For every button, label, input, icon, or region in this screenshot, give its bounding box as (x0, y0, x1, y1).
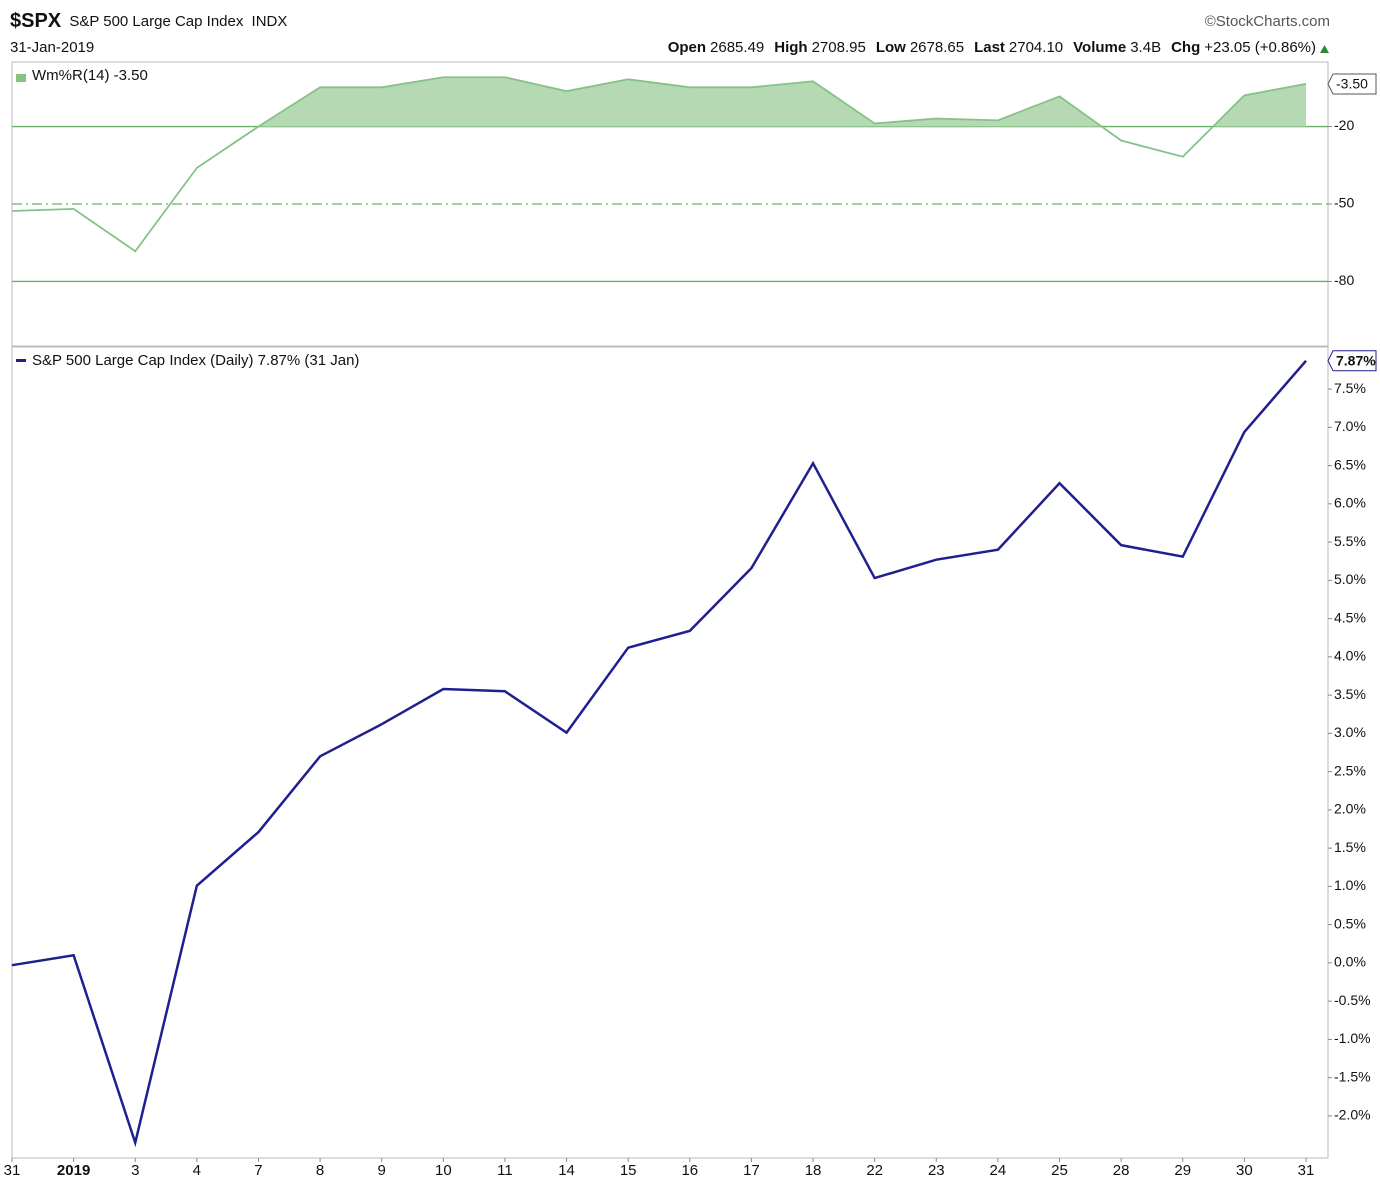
stat-label: Last (974, 39, 1005, 56)
x-tick-label: 2019 (57, 1162, 90, 1179)
legend-swatch (16, 74, 26, 82)
y-tick-label: 7.0% (1334, 418, 1366, 434)
y-tick-label: 2.5% (1334, 762, 1366, 778)
x-tick-label: 23 (928, 1162, 945, 1179)
x-tick-label: 14 (558, 1162, 575, 1179)
series-line (11, 76, 1307, 253)
y-tick-label: 1.5% (1334, 839, 1366, 855)
x-tick-label: 22 (866, 1162, 883, 1179)
symbol: $SPX (10, 10, 62, 32)
y-tick-label: 3.5% (1334, 686, 1366, 702)
y-tick-label: 5.0% (1334, 571, 1366, 587)
stat-value: 3.4B (1130, 39, 1161, 56)
exchange: INDX (252, 13, 288, 30)
x-tick-label: 24 (990, 1162, 1007, 1179)
x-tick-label: 18 (805, 1162, 822, 1179)
y-tick-label: -80 (1334, 272, 1354, 288)
x-tick-label: 9 (378, 1162, 386, 1179)
last-value-tag (1327, 73, 1377, 95)
last-value-label: 7.87% (1336, 352, 1376, 368)
last-value-tag (1327, 350, 1377, 372)
stat-value: 2704.10 (1009, 39, 1063, 56)
x-tick-label: 28 (1113, 1162, 1130, 1179)
y-tick-label: 7.5% (1334, 380, 1366, 396)
y-tick-label: -1.5% (1334, 1068, 1371, 1084)
x-tick-label: 29 (1174, 1162, 1191, 1179)
x-tick-label: 16 (681, 1162, 698, 1179)
stat-label: Open (668, 39, 706, 56)
date: 31-Jan-2019 (10, 39, 94, 56)
x-tick-label: 11 (497, 1162, 513, 1179)
bottom-panel (11, 346, 1329, 1159)
y-tick-label: 4.5% (1334, 609, 1366, 625)
x-tick-label: 30 (1236, 1162, 1253, 1179)
up-arrow (1320, 45, 1329, 53)
series-line (11, 359, 1307, 1148)
x-tick-label: 31 (1298, 1162, 1315, 1179)
y-tick-label: 6.0% (1334, 495, 1366, 511)
y-tick-label: -50 (1334, 195, 1354, 211)
y-tick-label: -1.0% (1334, 1030, 1371, 1046)
legend-swatch (16, 359, 26, 362)
index-name: S&P 500 Large Cap Index (69, 13, 244, 30)
stat-label: High (774, 39, 807, 56)
y-tick-label: 5.5% (1334, 533, 1366, 549)
stat-value: 2678.65 (910, 39, 964, 56)
legend-label: Wm%R(14) -3.50 (32, 67, 148, 84)
y-tick-label: 1.0% (1334, 877, 1366, 893)
y-tick-label: -20 (1334, 117, 1354, 133)
y-tick-label: 2.0% (1334, 801, 1366, 817)
source: ©StockCharts.com (1205, 13, 1330, 30)
stat-label: Volume (1073, 39, 1126, 56)
y-tick-label: 6.5% (1334, 456, 1366, 472)
y-tick-label: 3.0% (1334, 724, 1366, 740)
legend-label: S&P 500 Large Cap Index (Daily) 7.87% (3… (32, 352, 359, 369)
stat-label: Chg (1171, 39, 1200, 56)
x-tick-label: 31 (4, 1162, 21, 1179)
y-tick-label: 4.0% (1334, 648, 1366, 664)
stat-value: +23.05 (+0.86%) (1204, 39, 1316, 56)
y-tick-label: -0.5% (1334, 992, 1371, 1008)
stat-label: Low (876, 39, 906, 56)
y-tick-label: 0.0% (1334, 954, 1366, 970)
x-tick-label: 15 (620, 1162, 637, 1179)
header-line: $SPX S&P 500 Large Cap Index INDX (10, 10, 287, 32)
y-tick-label: 0.5% (1334, 915, 1366, 931)
overbought-area (12, 77, 1306, 127)
x-tick-label: 10 (435, 1162, 452, 1179)
x-tick-label: 25 (1051, 1162, 1068, 1179)
last-value-label: -3.50 (1336, 76, 1368, 92)
x-tick-label: 8 (316, 1162, 324, 1179)
x-tick-label: 4 (193, 1162, 201, 1179)
stat-value: 2685.49 (710, 39, 764, 56)
y-tick-label: -2.0% (1334, 1107, 1371, 1123)
x-tick-label: 17 (743, 1162, 760, 1179)
x-tick-label: 3 (131, 1162, 139, 1179)
stats: Open 2685.49 High 2708.95 Low 2678.65 Last 2704… (668, 39, 1316, 56)
stat-value: 2708.95 (812, 39, 866, 56)
x-tick-label: 7 (254, 1162, 262, 1179)
